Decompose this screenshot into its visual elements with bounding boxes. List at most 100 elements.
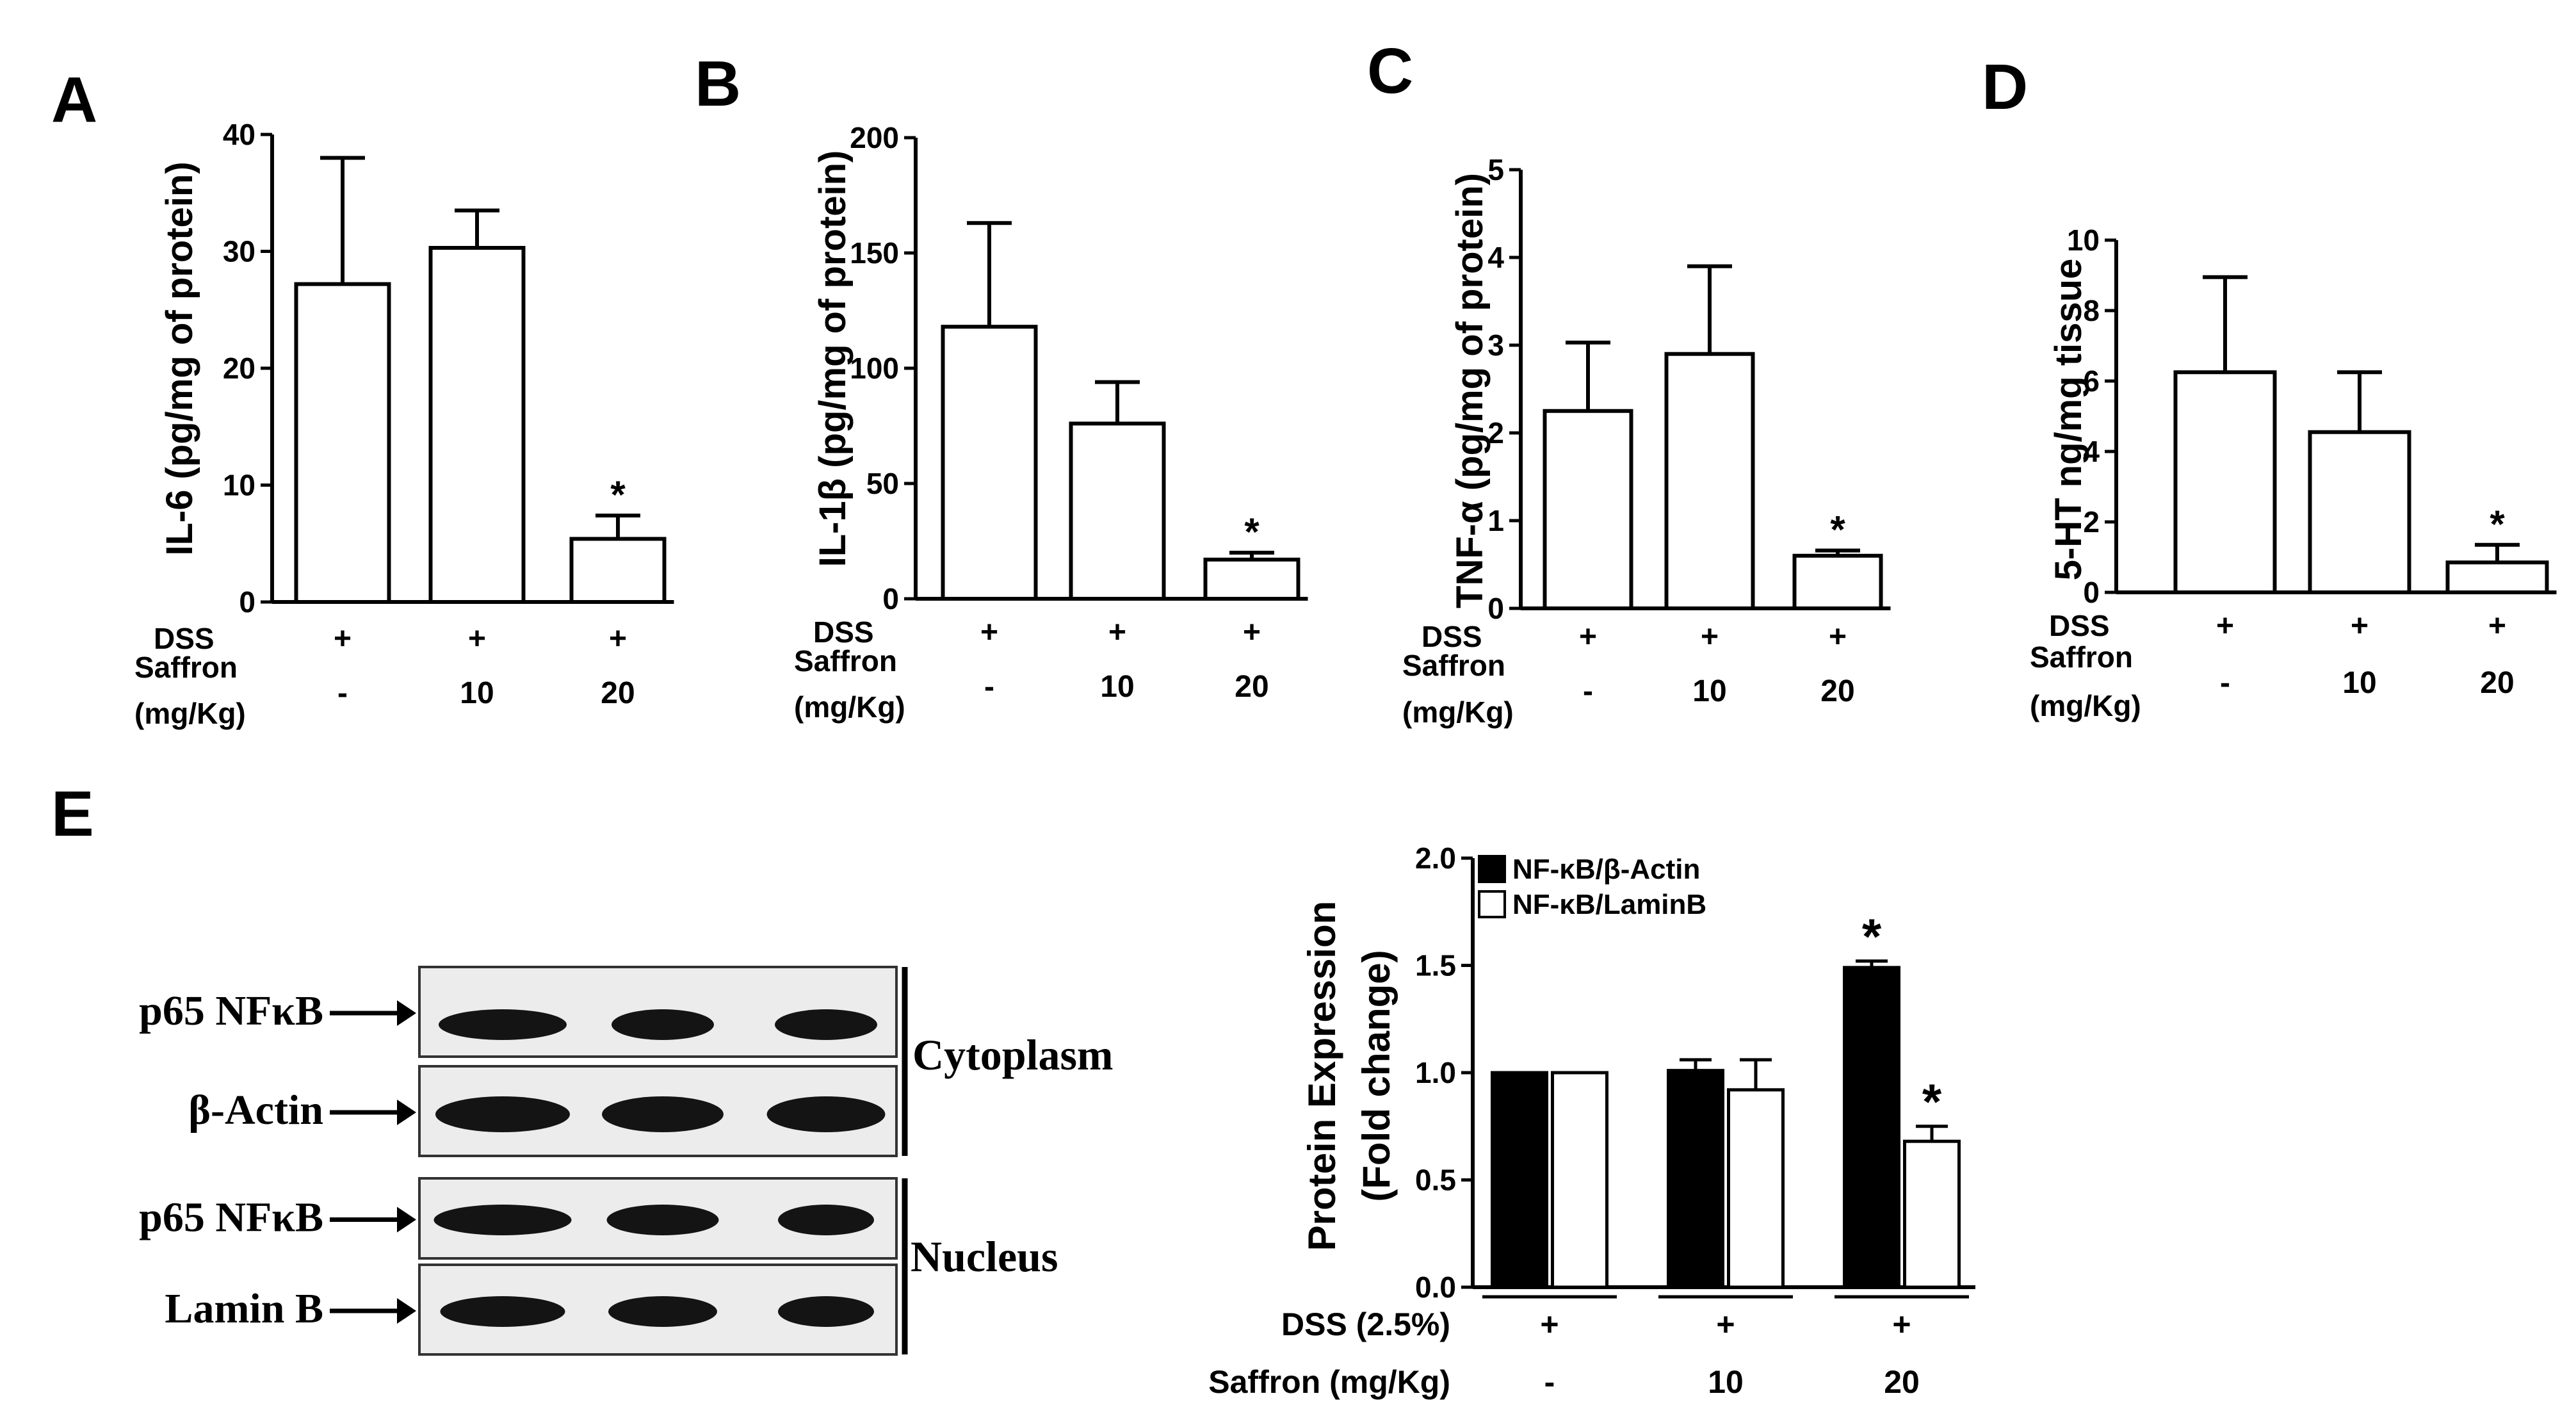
legend-swatch: [1478, 855, 1506, 883]
dss-label: DSS: [1422, 620, 1482, 653]
y-tick-label: 3: [1487, 329, 1504, 362]
arrow-icon: [397, 1000, 416, 1026]
saffron-value: 10: [1708, 1364, 1744, 1400]
saffron-unit-label: (mg/Kg): [134, 697, 246, 730]
arrow-icon: [397, 1100, 416, 1125]
bar: [1491, 1071, 1548, 1289]
dss-value: +: [1892, 1306, 1911, 1342]
legend-swatch: [1478, 890, 1506, 918]
dss-label: DSS: [154, 622, 215, 655]
bar: [1203, 557, 1300, 601]
dss-value: +: [334, 622, 352, 656]
significance-marker: *: [1244, 510, 1260, 553]
panel-e-chart: 0.0 0.5 1.0 1.5 2.0 Protein Expression (Fold c…: [1208, 841, 1975, 1400]
blot-band: [439, 1009, 567, 1040]
dss-value: +: [2488, 609, 2506, 643]
dss-label: DSS: [2049, 609, 2110, 642]
y-tick-label: 0: [2083, 576, 2100, 609]
dss-value: +: [1540, 1306, 1559, 1342]
y-tick-label: 10: [223, 469, 255, 502]
saffron-label: Saffron: [794, 644, 897, 678]
y-tick-label: 150: [850, 236, 899, 270]
saffron-label: Saffron: [134, 651, 238, 684]
saffron-value: -: [337, 676, 348, 710]
significance-marker: *: [2490, 503, 2505, 546]
legend-label: NF-κB/β-Actin: [1512, 854, 1700, 885]
saffron-value: -: [1583, 674, 1593, 708]
y-tick-label: 0.0: [1415, 1271, 1456, 1304]
y-tick-label: 200: [850, 121, 899, 154]
dss-value: +: [468, 622, 486, 656]
blot-row: p65 NFκB: [139, 966, 898, 1058]
dss-value: +: [1829, 620, 1847, 654]
blot-band: [766, 1096, 886, 1132]
blot-band: [608, 1296, 717, 1327]
dss-value: +: [2216, 609, 2234, 643]
dss-value: +: [609, 622, 627, 656]
y-tick-label: 1: [1487, 504, 1504, 537]
bar: [1727, 1088, 1785, 1289]
blot-band: [602, 1096, 724, 1132]
significance-marker: *: [1922, 1073, 1942, 1130]
saffron-value: 20: [2480, 666, 2514, 700]
saffron-value: 10: [1100, 670, 1134, 704]
saffron-value: 10: [460, 676, 494, 710]
saffron-label: Saffron: [2030, 640, 2133, 674]
y-tick-label: 2: [1487, 416, 1504, 450]
legend-label: NF-κB/LaminB: [1512, 889, 1706, 920]
bar: [294, 282, 391, 604]
compartment-label: Nucleus: [911, 1232, 1058, 1281]
y-tick-label: 1.0: [1415, 1056, 1456, 1089]
dss-value: +: [980, 615, 998, 649]
y-axis-label: Protein Expression: [1300, 901, 1343, 1251]
y-tick-label: 0: [1487, 592, 1504, 625]
bar: [1543, 409, 1633, 610]
significance-marker: *: [1830, 508, 1845, 551]
blot-label: p65 NFκB: [139, 987, 323, 1034]
bar: [1551, 1071, 1608, 1289]
y-tick-label: 40: [223, 118, 255, 151]
panel-letter: C: [1367, 35, 1413, 107]
saffron-value: -: [1544, 1364, 1555, 1400]
arrow-icon: [397, 1207, 416, 1233]
saffron-value: 10: [1692, 674, 1726, 708]
y-tick-label: 0: [239, 585, 255, 619]
saffron-value: 20: [1235, 670, 1268, 704]
bar: [428, 246, 526, 604]
bar: [1843, 966, 1900, 1289]
bar: [1664, 352, 1755, 610]
saffron-value: 10: [2342, 666, 2376, 700]
blot-band: [606, 1205, 719, 1235]
panel-letter: D: [1982, 51, 2028, 123]
saffron-unit-label: (mg/Kg): [794, 690, 905, 724]
bar: [2445, 560, 2549, 594]
saffron-value: 20: [1820, 674, 1854, 708]
y-tick-label: 0.5: [1415, 1164, 1456, 1197]
dss-value: +: [1243, 615, 1261, 649]
y-tick-label: 0: [882, 582, 899, 615]
saffron-value: -: [984, 670, 994, 704]
bar: [941, 325, 1038, 601]
dss-value: +: [2351, 609, 2369, 643]
blot-row: Lamin B: [165, 1264, 898, 1356]
bar: [2173, 370, 2277, 594]
y-tick-label: 1.5: [1415, 949, 1456, 982]
blot-band: [440, 1296, 565, 1327]
y-axis-label: IL-1β (pg/mg of protein): [812, 150, 854, 567]
y-tick-label: 4: [1487, 241, 1504, 274]
blot-band: [778, 1205, 874, 1235]
arrow-icon: [397, 1298, 416, 1324]
bar: [2308, 430, 2411, 594]
saffron-unit-label: (mg/Kg): [2030, 689, 2141, 722]
dss-label: DSS: [813, 615, 874, 649]
y-tick-label: 2.0: [1415, 841, 1456, 875]
saffron-label: Saffron: [1402, 649, 1505, 682]
significance-marker: *: [1862, 908, 1882, 964]
y-tick-label: 50: [866, 467, 899, 500]
saffron-value: 20: [1884, 1364, 1920, 1400]
panel-letter: B: [695, 48, 741, 120]
y-axis-label: 5-HT ng/mg tissue: [2048, 259, 2089, 581]
